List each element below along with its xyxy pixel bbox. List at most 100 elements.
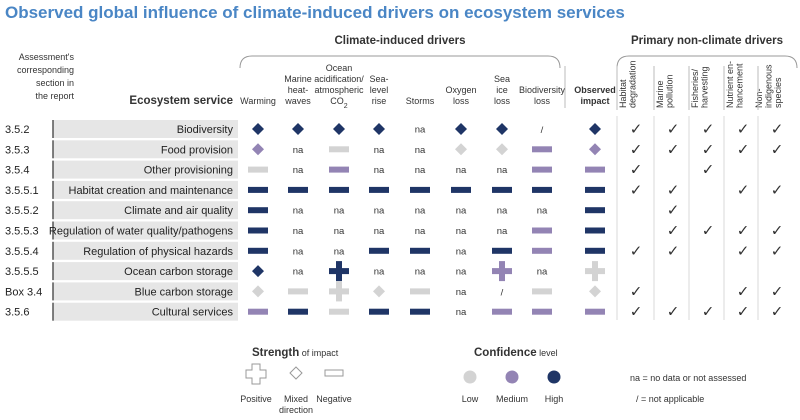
check-mark: ✓ xyxy=(630,140,643,158)
row-service: Food provision xyxy=(161,144,233,156)
climate-column-header-line: ice xyxy=(496,85,508,95)
negative-symbol xyxy=(410,247,430,254)
negative-symbol xyxy=(248,308,268,315)
climate-column-header-line: acidification/ xyxy=(314,74,364,84)
climate-group-label: Climate-induced drivers xyxy=(334,35,465,47)
row-section: 3.5.5.3 xyxy=(5,226,39,238)
check-mark: ✓ xyxy=(630,303,643,321)
mixed-direction-symbol xyxy=(455,143,467,156)
row-service: Blue carbon storage xyxy=(135,286,233,298)
check-mark: ✓ xyxy=(771,282,784,300)
check-mark: ✓ xyxy=(737,140,750,158)
nonclimate-column-header-line: Nutrient en- xyxy=(725,61,735,108)
row-band xyxy=(53,201,238,220)
check-mark: ✓ xyxy=(771,242,784,260)
check-mark: ✓ xyxy=(667,140,680,158)
check-mark: ✓ xyxy=(667,242,680,260)
negative-symbol xyxy=(585,308,605,315)
na-label: na xyxy=(374,206,385,217)
mixed-direction-symbol xyxy=(589,285,601,298)
check-mark: ✓ xyxy=(771,120,784,138)
legend-note-na: na = no data or not assessed xyxy=(630,373,746,383)
na-label: na xyxy=(415,267,426,278)
check-mark: ✓ xyxy=(771,181,784,199)
row-band xyxy=(53,160,238,179)
negative-symbol xyxy=(585,166,605,173)
check-mark: ✓ xyxy=(702,120,715,138)
row-section: 3.5.6 xyxy=(5,307,29,319)
na-label: na xyxy=(293,206,304,217)
negative-symbol xyxy=(532,247,552,254)
negative-symbol xyxy=(369,186,389,193)
mixed-direction-symbol xyxy=(496,143,508,156)
mixed-direction-symbol xyxy=(589,123,601,135)
mixed-direction-symbol xyxy=(373,285,385,298)
check-mark: ✓ xyxy=(771,222,784,240)
row-section: 3.5.3 xyxy=(5,144,29,156)
climate-column-header-line: atmospheric xyxy=(314,85,364,95)
negative-symbol xyxy=(369,308,389,315)
climate-column-header-line: loss xyxy=(494,96,511,106)
row-service: Regulation of physical hazards xyxy=(83,246,233,258)
row-service: Cultural services xyxy=(152,307,234,319)
legend-confidence-label: Low xyxy=(462,394,479,404)
positive-symbol-v xyxy=(592,261,598,282)
nonclimate-column-header-line: degradation xyxy=(628,60,638,108)
na-label: na xyxy=(415,226,426,237)
legend-negative-icon xyxy=(324,369,344,377)
legend-confidence-label: High xyxy=(545,394,564,404)
negative-symbol xyxy=(492,308,512,315)
climate-column-header-line: waves xyxy=(284,96,311,106)
negative-symbol xyxy=(585,186,605,193)
negative-symbol xyxy=(532,166,552,173)
legend-positive-label: Positive xyxy=(240,394,272,404)
na-label: na xyxy=(456,307,467,318)
check-mark: ✓ xyxy=(702,140,715,158)
check-mark: ✓ xyxy=(630,181,643,199)
row-section: 3.5.5.5 xyxy=(5,266,39,278)
negative-symbol xyxy=(248,166,268,173)
nonclimate-column-header-line: pollution xyxy=(665,74,675,108)
assessment-header-line: section in xyxy=(36,78,74,88)
negative-symbol xyxy=(248,207,268,214)
climate-column-header-line: Marine xyxy=(284,74,312,84)
negative-symbol xyxy=(532,308,552,315)
legend-confidence-dot xyxy=(547,370,561,384)
row-band xyxy=(53,221,238,240)
check-mark: ✓ xyxy=(737,181,750,199)
check-mark: ✓ xyxy=(667,181,680,199)
negative-symbol xyxy=(585,207,605,214)
check-mark: ✓ xyxy=(667,201,680,219)
check-mark: ✓ xyxy=(630,161,643,179)
legend-confidence-dot xyxy=(463,370,477,384)
row-service: Habitat creation and maintenance xyxy=(69,185,234,197)
check-mark: ✓ xyxy=(702,222,715,240)
negative-symbol xyxy=(288,186,308,193)
row-service: Other provisioning xyxy=(144,165,233,177)
nonclimate-column-header-line: Habitat xyxy=(618,79,628,108)
row-section: 3.5.5.2 xyxy=(5,205,39,217)
nonclimate-column-header-line: indigenous xyxy=(764,64,774,108)
nonclimate-group-label: Primary non-climate drivers xyxy=(631,35,783,47)
row-band xyxy=(53,302,238,321)
co2-subscript: 2 xyxy=(344,103,348,110)
climate-column-header-line: Observed xyxy=(574,85,616,95)
check-mark: ✓ xyxy=(737,242,750,260)
negative-symbol xyxy=(248,247,268,254)
row-service: Biodiversity xyxy=(177,124,234,136)
na-label: na xyxy=(293,246,304,257)
na-label: na xyxy=(374,145,385,156)
negative-symbol xyxy=(492,247,512,254)
negative-symbol xyxy=(288,308,308,315)
na-label: na xyxy=(415,206,426,217)
assessment-header-line: corresponding xyxy=(17,65,74,75)
climate-column-header-line: heat- xyxy=(288,85,309,95)
negative-symbol xyxy=(532,186,552,193)
row-service: Regulation of water quality/pathogens xyxy=(49,226,234,238)
negative-symbol xyxy=(451,186,471,193)
legend-negative-label: Negative xyxy=(316,394,352,404)
negative-symbol xyxy=(532,146,552,153)
mixed-direction-symbol xyxy=(252,265,264,278)
climate-column-header-line: Oxygen xyxy=(445,85,476,95)
